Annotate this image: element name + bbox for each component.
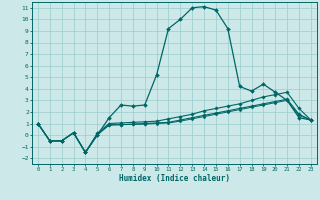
X-axis label: Humidex (Indice chaleur): Humidex (Indice chaleur)	[119, 174, 230, 183]
